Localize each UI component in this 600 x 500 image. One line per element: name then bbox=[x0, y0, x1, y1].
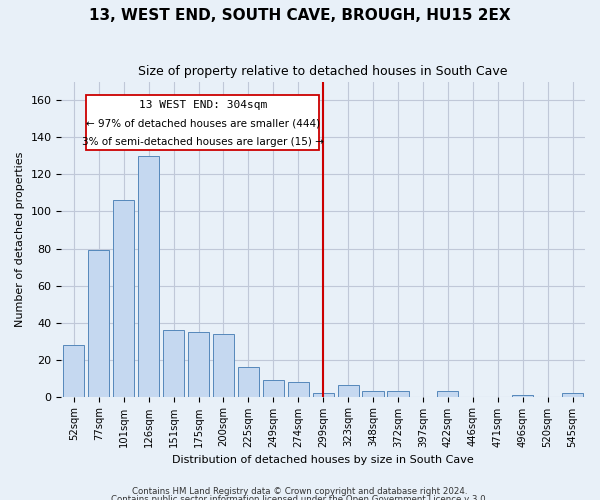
Text: Contains HM Land Registry data © Crown copyright and database right 2024.: Contains HM Land Registry data © Crown c… bbox=[132, 487, 468, 496]
Bar bbox=[188, 332, 209, 396]
Y-axis label: Number of detached properties: Number of detached properties bbox=[15, 152, 25, 327]
Bar bbox=[338, 386, 359, 396]
Bar bbox=[313, 393, 334, 396]
Bar bbox=[437, 391, 458, 396]
Title: Size of property relative to detached houses in South Cave: Size of property relative to detached ho… bbox=[139, 65, 508, 78]
Bar bbox=[88, 250, 109, 396]
Bar bbox=[113, 200, 134, 396]
Bar bbox=[362, 391, 383, 396]
Text: Contains public sector information licensed under the Open Government Licence v : Contains public sector information licen… bbox=[112, 496, 488, 500]
Bar bbox=[562, 393, 583, 396]
Bar bbox=[213, 334, 234, 396]
Bar bbox=[287, 382, 309, 396]
X-axis label: Distribution of detached houses by size in South Cave: Distribution of detached houses by size … bbox=[172, 455, 474, 465]
Bar bbox=[388, 391, 409, 396]
Text: 3% of semi-detached houses are larger (15) →: 3% of semi-detached houses are larger (1… bbox=[82, 138, 324, 147]
FancyBboxPatch shape bbox=[86, 95, 319, 150]
Bar bbox=[263, 380, 284, 396]
Text: 13 WEST END: 304sqm: 13 WEST END: 304sqm bbox=[139, 100, 267, 110]
Bar bbox=[138, 156, 159, 396]
Bar bbox=[163, 330, 184, 396]
Text: 13, WEST END, SOUTH CAVE, BROUGH, HU15 2EX: 13, WEST END, SOUTH CAVE, BROUGH, HU15 2… bbox=[89, 8, 511, 22]
Text: ← 97% of detached houses are smaller (444): ← 97% of detached houses are smaller (44… bbox=[86, 119, 320, 129]
Bar bbox=[63, 344, 85, 397]
Bar bbox=[238, 367, 259, 396]
Bar bbox=[512, 394, 533, 396]
